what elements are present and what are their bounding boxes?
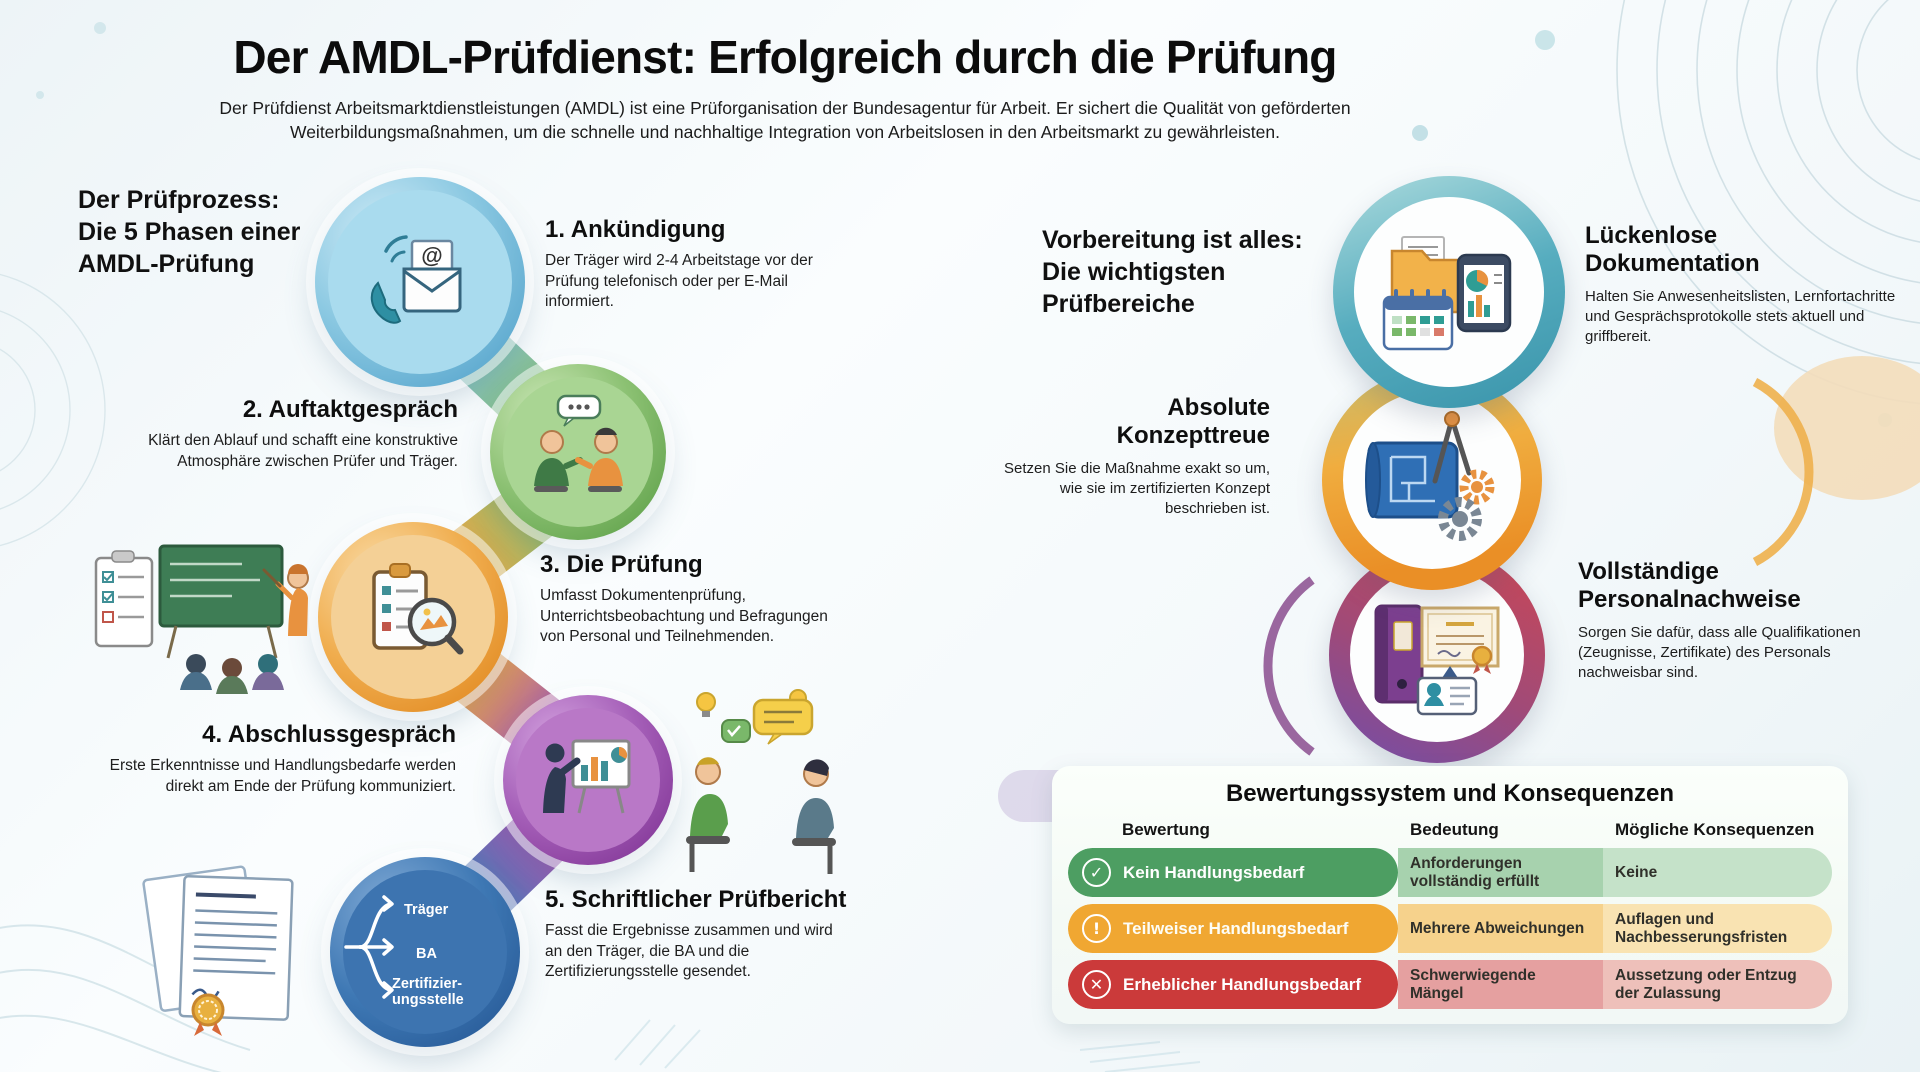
rating-meaning: Mehrere Abweichungen: [1398, 904, 1603, 953]
phase-2-circle: [490, 364, 666, 540]
phase-4-description: Erste Erkenntnisse und Handlungsbedarfe …: [109, 757, 456, 795]
rating-pill: ✕ Erheblicher Handlungsbedarf: [1068, 960, 1398, 1009]
rating-label: Erheblicher Handlungsbedarf: [1123, 974, 1362, 994]
area-personalnachweise: Vollständige Personalnachweise Sorgen Si…: [1578, 558, 1908, 683]
area-konzepttreue: Absolute Konzepttreue Setzen Sie die Maß…: [978, 394, 1270, 519]
process-heading: Der Prüfprozess: Die 5 Phasen einer AMDL…: [78, 186, 301, 278]
exclamation-icon: !: [1082, 914, 1111, 943]
ratings-table: Bewertungssystem und Konsequenzen Bewert…: [1052, 766, 1848, 1024]
rating-consequences: Aussetzung oder Entzug der Zulassung: [1603, 960, 1832, 1009]
report-distribution-arrows-icon: [344, 895, 394, 999]
rating-label: Teilweiser Handlungsbedarf: [1123, 918, 1349, 938]
results-presentation-icon: [543, 739, 631, 814]
rating-pill: ! Teilweiser Handlungsbedarf: [1068, 904, 1398, 953]
audit-clipboard-icon: [372, 563, 464, 655]
preparation-heading: Vorbereitung ist alles: Die wichtigsten …: [1042, 226, 1303, 318]
rating-row-teilweiser-handlungsbedarf: ! Teilweiser Handlungsbedarf Mehrere Abw…: [1068, 904, 1832, 953]
phase-1-description: Der Träger wird 2-4 Arbeitstage vor der …: [545, 252, 813, 311]
documents-tablet-calendar-icon: [1382, 235, 1511, 350]
phase-1-title: 1. Ankündigung: [545, 216, 726, 243]
area-dokumentation-description: Halten Sie Anwesenheitslisten, Lernforta…: [1585, 287, 1896, 346]
phase-5-description: Fasst die Ergebnisse zusammen und wird a…: [545, 922, 833, 981]
header: Der AMDL-Prüfdienst: Erfolgreich durch d…: [150, 30, 1420, 144]
phase-5: 5. Schriftlicher Prüfbericht Fasst die E…: [545, 886, 917, 983]
phase-5-title: 5. Schriftlicher Prüfbericht: [545, 886, 847, 913]
area-personalnachweise-description: Sorgen Sie dafür, dass alle Qualifikatio…: [1578, 623, 1861, 682]
column-bewertung: Bewertung: [1122, 820, 1210, 839]
phase-2-description: Klärt den Ablauf und schafft eine konstr…: [148, 432, 458, 470]
ratings-table-header: Bewertung Bedeutung Mögliche Konsequenze…: [1068, 820, 1832, 840]
cross-icon: ✕: [1082, 970, 1111, 999]
report-recipient-zertifizierungsstelle: Zertifizier- ungsstelle: [392, 976, 464, 1008]
phase-1: 1. Ankündigung Der Träger wird 2-4 Arbei…: [545, 216, 845, 313]
rating-consequences: Auflagen und Nachbesserungsfristen: [1603, 904, 1832, 953]
report-documents-illustration: [142, 865, 294, 1036]
phase-4-title: 4. Abschlussgespräch: [202, 721, 456, 748]
column-bedeutung: Bedeutung: [1410, 820, 1499, 839]
area-dokumentation-title: Lückenlose Dokumentation: [1585, 222, 1760, 278]
phase-3: 3. Die Prüfung Umfasst Dokumentenprüfung…: [540, 551, 870, 648]
area-personalnachweise-title: Vollständige Personalnachweise: [1578, 558, 1801, 614]
phase-4: 4. Abschlussgespräch Erste Erkenntnisse …: [78, 721, 456, 797]
page-subtitle: Der Prüfdienst Arbeitsmarktdienstleistun…: [219, 98, 1351, 143]
phase-5-circle: Träger BA Zertifizier- ungsstelle: [330, 857, 520, 1047]
at-glyph: @: [421, 243, 442, 268]
phase-1-circle: @: [315, 177, 525, 387]
feedback-discussion-illustration: [686, 689, 836, 874]
binder-certificate-id-icon: [1374, 604, 1500, 716]
area-dokumentation: Lückenlose Dokumentation Halten Sie Anwe…: [1585, 222, 1905, 347]
blueprint-compass-gears-icon: [1365, 411, 1495, 541]
phase-2: 2. Auftaktgespräch Klärt den Ablauf und …: [118, 396, 458, 472]
column-konsequenzen: Mögliche Konsequenzen: [1615, 820, 1815, 839]
phase-2-title: 2. Auftaktgespräch: [242, 396, 458, 423]
rating-pill: ✓ Kein Handlungsbedarf: [1068, 848, 1398, 897]
classroom-illustration: [94, 544, 309, 694]
phone-email-icon: @: [370, 235, 462, 324]
ratings-table-title: Bewertungssystem und Konsequenzen: [1225, 780, 1675, 807]
area-konzepttreue-description: Setzen Sie die Maßnahme exakt so um, wie…: [1004, 459, 1270, 518]
rating-row-erheblicher-handlungsbedarf: ✕ Erheblicher Handlungsbedarf Schwerwieg…: [1068, 960, 1832, 1009]
rating-consequences: Keine: [1603, 848, 1832, 897]
phase-3-circle: [318, 522, 508, 712]
phase-3-title: 3. Die Prüfung: [540, 551, 703, 578]
report-recipient-traeger: Träger: [404, 902, 449, 918]
page-title: Der AMDL-Prüfdienst: Erfolgreich durch d…: [233, 31, 1337, 83]
documentation-ring: [1333, 176, 1565, 408]
concept-ring: [1322, 370, 1542, 590]
report-recipient-ba: BA: [416, 946, 437, 962]
rating-meaning: Schwerwiegende Mängel: [1398, 960, 1603, 1009]
rating-row-kein-handlungsbedarf: ✓ Kein Handlungsbedarf Anforderungen vol…: [1068, 848, 1832, 897]
rating-meaning: Anforderungen vollständig erfüllt: [1398, 848, 1603, 897]
phase-3-description: Umfasst Dokumentenprüfung, Unterrichtsbe…: [540, 587, 828, 646]
rating-label: Kein Handlungsbedarf: [1123, 862, 1305, 882]
kickoff-meeting-icon: [534, 394, 623, 492]
phase-4-circle: [503, 695, 673, 865]
area-konzepttreue-title: Absolute Konzepttreue: [1116, 394, 1270, 450]
check-icon: ✓: [1082, 858, 1111, 887]
